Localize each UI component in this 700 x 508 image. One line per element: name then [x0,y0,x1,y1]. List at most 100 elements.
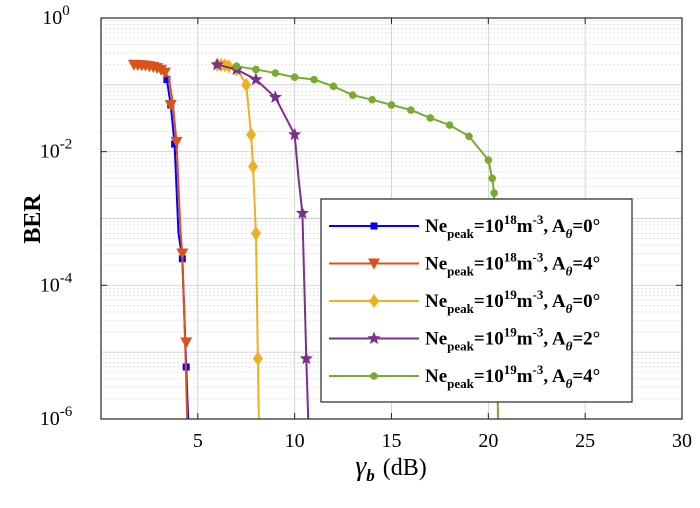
series-5-point [232,62,241,71]
series-2-point [158,67,171,79]
legend-label-part: -3 [533,212,544,227]
x-tick-label: 20 [478,430,498,452]
legend-label-part: peak [447,376,475,391]
legend-label-part: θ [566,376,573,391]
legend-label-part: =2° [572,329,600,350]
legend-swatch-marker [370,222,378,230]
series-5-point [252,65,260,74]
legend-label-part: =4° [572,254,600,275]
legend-label-part: , A [543,329,565,350]
legend-label-part: =4° [572,366,600,387]
y-tick-label: 10-6 [40,404,73,430]
series-4-point [288,127,302,141]
legend-label-part: 19 [504,287,518,302]
legend: Nepeak=1018m-3, Aθ=0°Nepeak=1018m-3, Aθ=… [320,198,633,403]
x-tick-label: 5 [193,430,203,452]
legend-label-part: m [517,329,533,350]
legend-label-part: , A [543,254,565,275]
legend-label-part: Ne [425,291,447,312]
series-4 [210,57,313,419]
series-5-point [407,106,415,114]
y-tick-exp: -4 [60,270,73,286]
y-tick-base: 10 [40,274,60,296]
legend-label-part: -3 [533,325,544,340]
y-tick-label: 10-2 [40,137,73,163]
series-3-point [248,159,259,174]
y-axis-label: BER [20,194,46,244]
legend-label: Nepeak=1019m-3, Aθ=0° [425,287,600,316]
legend-label-part: peak [447,339,475,354]
series-5-point [490,189,498,197]
legend-label-part: peak [447,301,475,316]
series-4-point [299,351,313,365]
y-tick-base: 10 [42,7,62,29]
x-tick-label: 30 [672,430,692,452]
series-5-point [484,156,493,164]
legend-label-part: 18 [504,212,518,227]
series-5-point [290,73,299,82]
legend-label-part: θ [566,226,573,241]
y-tick-exp: 0 [62,3,70,19]
series-2 [127,59,193,419]
legend-label-part: 18 [504,250,518,265]
x-axis-symbol: γ [355,451,367,482]
series-5-point [310,75,318,84]
series-layer [127,57,500,419]
legend-label-part: =10 [474,366,504,387]
x-axis-sub: b [366,466,375,485]
legend-swatch-marker [370,372,378,380]
legend-label-part: , A [543,216,565,237]
legend-label-part: 19 [504,362,518,377]
legend-label-part: peak [447,264,475,279]
legend-label-part: m [517,291,533,312]
legend-label-part: =0° [572,216,600,237]
x-tick-label: 15 [382,430,402,452]
legend-label-part: -3 [533,250,544,265]
series-3-point [252,351,263,366]
legend-label-part: θ [566,264,573,279]
y-tick-exp: -6 [60,404,73,420]
series-5 [232,62,500,419]
series-5-point [387,101,396,109]
series-2-point [176,248,189,260]
legend-label-part: , A [543,366,565,387]
y-tick-label: 100 [42,3,70,29]
y-tick-label: 10-4 [40,270,73,296]
axis-labels: BER γb (dB) [20,194,427,485]
series-2-point [170,136,183,148]
series-5-point [329,82,338,91]
legend-label-part: Ne [425,216,447,237]
y-tick-base: 10 [40,141,60,163]
legend-label: Nepeak=1019m-3, Aθ=2° [425,325,600,354]
series-3-point [246,127,257,142]
series-1-point [163,76,171,84]
legend-label-part: Ne [425,366,447,387]
legend-label: Nepeak=1019m-3, Aθ=4° [425,362,600,391]
series-3-point [223,59,234,74]
y-tick-base: 10 [40,408,60,430]
series-5-point [488,174,497,183]
series-4-point [295,206,310,219]
legend-label-part: 19 [504,325,518,340]
legend-label: Nepeak=1018m-3, Aθ=0° [425,212,600,241]
legend-label-part: θ [566,301,573,316]
legend-label-part: Ne [425,254,447,275]
legend-label-part: m [517,254,533,275]
legend-label: Nepeak=1018m-3, Aθ=4° [425,250,600,279]
x-tick-label: 25 [575,430,595,452]
legend-label-part: -3 [533,362,544,377]
series-5-point [465,132,473,141]
legend-swatch-marker [367,331,381,345]
legend-label-part: =10 [474,291,504,312]
legend-swatch-marker [369,294,379,308]
x-axis-label: γb (dB) [355,451,427,485]
series-4-point [268,90,282,103]
series-3-point [241,77,252,92]
series-4-point [249,72,263,86]
x-tick-label: 10 [285,430,305,452]
legend-label-part: =0° [572,291,600,312]
legend-label-part: θ [566,339,573,354]
legend-label-part: Ne [425,329,447,350]
series-5-point [271,69,280,77]
